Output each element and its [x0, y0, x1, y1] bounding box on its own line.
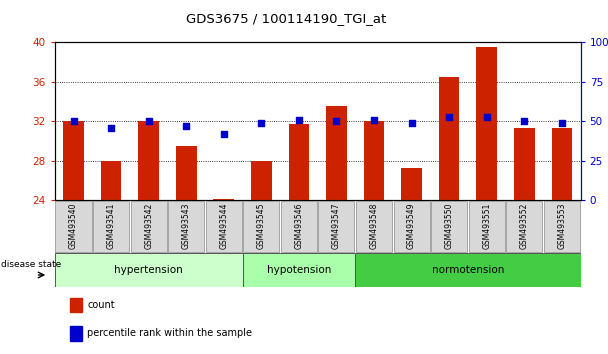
Point: [219, 131, 229, 137]
FancyBboxPatch shape: [393, 201, 430, 252]
Text: GSM493545: GSM493545: [257, 202, 266, 249]
FancyBboxPatch shape: [243, 253, 355, 287]
Text: GSM493543: GSM493543: [182, 202, 191, 249]
FancyBboxPatch shape: [506, 201, 542, 252]
Bar: [176, 146, 196, 200]
Text: count: count: [88, 300, 115, 310]
Text: GSM493553: GSM493553: [558, 202, 567, 249]
Point: [444, 114, 454, 119]
Bar: [101, 161, 122, 200]
Text: percentile rank within the sample: percentile rank within the sample: [88, 328, 252, 338]
FancyBboxPatch shape: [544, 201, 580, 252]
Bar: [326, 107, 347, 200]
Bar: [514, 128, 534, 200]
Text: GSM493550: GSM493550: [444, 202, 454, 249]
Point: [143, 118, 153, 124]
Point: [106, 125, 116, 130]
Bar: [551, 128, 572, 200]
FancyBboxPatch shape: [469, 201, 505, 252]
Point: [331, 118, 341, 124]
FancyBboxPatch shape: [243, 201, 279, 252]
Text: GSM493548: GSM493548: [370, 202, 379, 249]
Text: GDS3675 / 100114190_TGI_at: GDS3675 / 100114190_TGI_at: [185, 12, 386, 25]
Bar: [63, 121, 84, 200]
FancyBboxPatch shape: [431, 201, 467, 252]
Point: [369, 117, 379, 122]
Point: [557, 120, 567, 126]
Point: [407, 120, 416, 126]
Text: GSM493542: GSM493542: [144, 202, 153, 249]
FancyBboxPatch shape: [206, 201, 242, 252]
Point: [519, 118, 529, 124]
Point: [294, 117, 304, 122]
Text: GSM493540: GSM493540: [69, 202, 78, 249]
Text: hypertension: hypertension: [114, 265, 183, 275]
FancyBboxPatch shape: [355, 253, 581, 287]
Bar: [289, 124, 309, 200]
Bar: [364, 121, 384, 200]
Bar: [213, 199, 234, 200]
FancyBboxPatch shape: [131, 201, 167, 252]
FancyBboxPatch shape: [93, 201, 129, 252]
Bar: [401, 167, 422, 200]
Bar: [71, 297, 82, 312]
FancyBboxPatch shape: [55, 201, 92, 252]
Point: [181, 123, 191, 129]
Text: GSM493551: GSM493551: [482, 202, 491, 249]
Text: hypotension: hypotension: [267, 265, 331, 275]
FancyBboxPatch shape: [319, 201, 354, 252]
Text: GSM493544: GSM493544: [219, 202, 228, 249]
FancyBboxPatch shape: [55, 253, 243, 287]
Point: [482, 114, 492, 119]
Bar: [251, 161, 272, 200]
Text: GSM493549: GSM493549: [407, 202, 416, 249]
Text: GSM493552: GSM493552: [520, 202, 529, 249]
Bar: [439, 77, 460, 200]
FancyBboxPatch shape: [356, 201, 392, 252]
FancyBboxPatch shape: [281, 201, 317, 252]
Bar: [477, 47, 497, 200]
Text: normotension: normotension: [432, 265, 504, 275]
Text: GSM493546: GSM493546: [294, 202, 303, 249]
Text: GSM493541: GSM493541: [106, 202, 116, 249]
Bar: [71, 326, 82, 341]
Point: [69, 118, 78, 124]
Bar: [138, 121, 159, 200]
Point: [257, 120, 266, 126]
FancyBboxPatch shape: [168, 201, 204, 252]
Text: GSM493547: GSM493547: [332, 202, 341, 249]
Text: disease state: disease state: [1, 261, 61, 269]
